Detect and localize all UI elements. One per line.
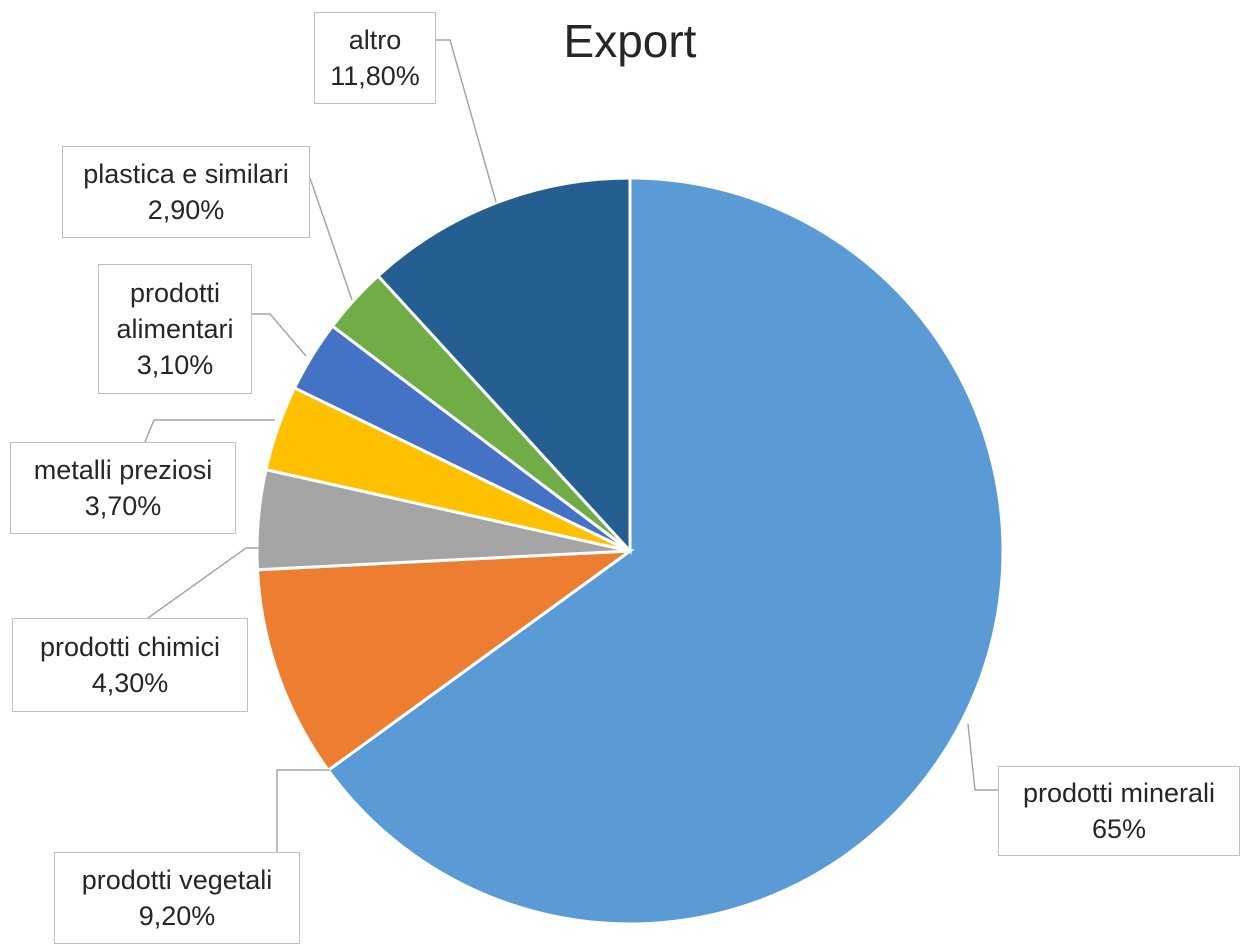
label-name: plastica e similari <box>83 159 289 189</box>
label-name: altro <box>348 25 402 55</box>
label-value: 9,20% <box>138 901 216 931</box>
chart-title: Export <box>563 15 697 67</box>
pie-slices <box>255 176 1005 926</box>
leader-line <box>144 419 275 443</box>
pie-slice-altro <box>375 176 632 555</box>
label-value: 2,90% <box>147 195 225 225</box>
label-prodotti-chimici: prodotti chimici 4,30% <box>12 618 248 712</box>
label-value: 3,70% <box>84 491 162 521</box>
leader-line <box>967 723 998 791</box>
label-prodotti-vegetali: prodotti vegetali 9,20% <box>54 852 300 944</box>
label-value: 65% <box>1091 814 1147 844</box>
pie-slice-prodotti-minerali <box>326 176 1005 926</box>
leader-line <box>252 313 307 357</box>
label-plastica-e-similari: plastica e similari 2,90% <box>62 146 310 238</box>
leader-line <box>309 177 353 301</box>
leader-line <box>147 547 262 619</box>
label-value: 11,80% <box>330 61 420 91</box>
label-name: prodotti alimentari <box>116 278 234 344</box>
label-name: prodotti minerali <box>1022 778 1216 808</box>
pie-slice-prodotti-vegetali <box>255 549 635 773</box>
leader-line <box>276 769 330 852</box>
label-name: prodotti vegetali <box>81 865 273 895</box>
label-name: prodotti chimici <box>39 632 221 662</box>
label-metalli-preziosi: metalli preziosi 3,70% <box>10 442 236 534</box>
leader-lines <box>144 39 998 852</box>
label-name: metalli preziosi <box>33 455 213 485</box>
label-prodotti-alimentari: prodotti alimentari 3,10% <box>98 264 252 394</box>
label-prodotti-minerali: prodotti minerali 65% <box>998 766 1240 856</box>
label-value: 4,30% <box>91 668 169 698</box>
label-value: 3,10% <box>136 350 214 380</box>
label-altro: altro 11,80% <box>314 12 436 104</box>
leader-line <box>436 39 497 203</box>
